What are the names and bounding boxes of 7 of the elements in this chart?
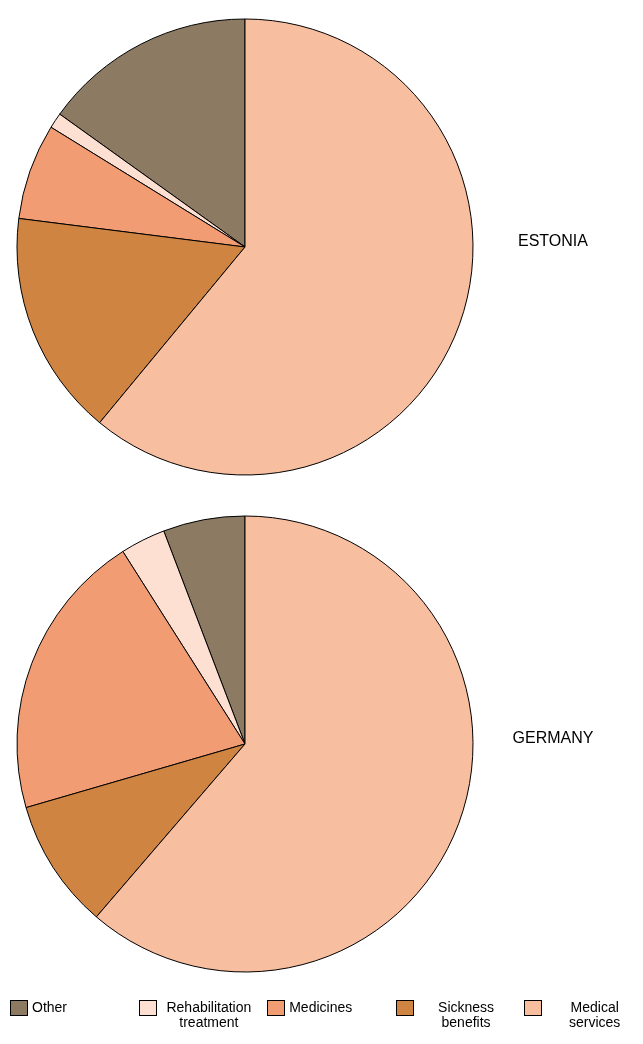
legend-label: Rehabilitation treatment (165, 999, 253, 1030)
legend-label: Medicines (289, 999, 353, 1015)
slice-label: ESTONIA (517, 232, 589, 250)
legend-label: Other (32, 999, 68, 1015)
legend-label: Medical services (568, 999, 622, 1030)
legend-label: Sickness benefits (437, 999, 496, 1030)
slice-label: GERMANY (511, 729, 595, 747)
